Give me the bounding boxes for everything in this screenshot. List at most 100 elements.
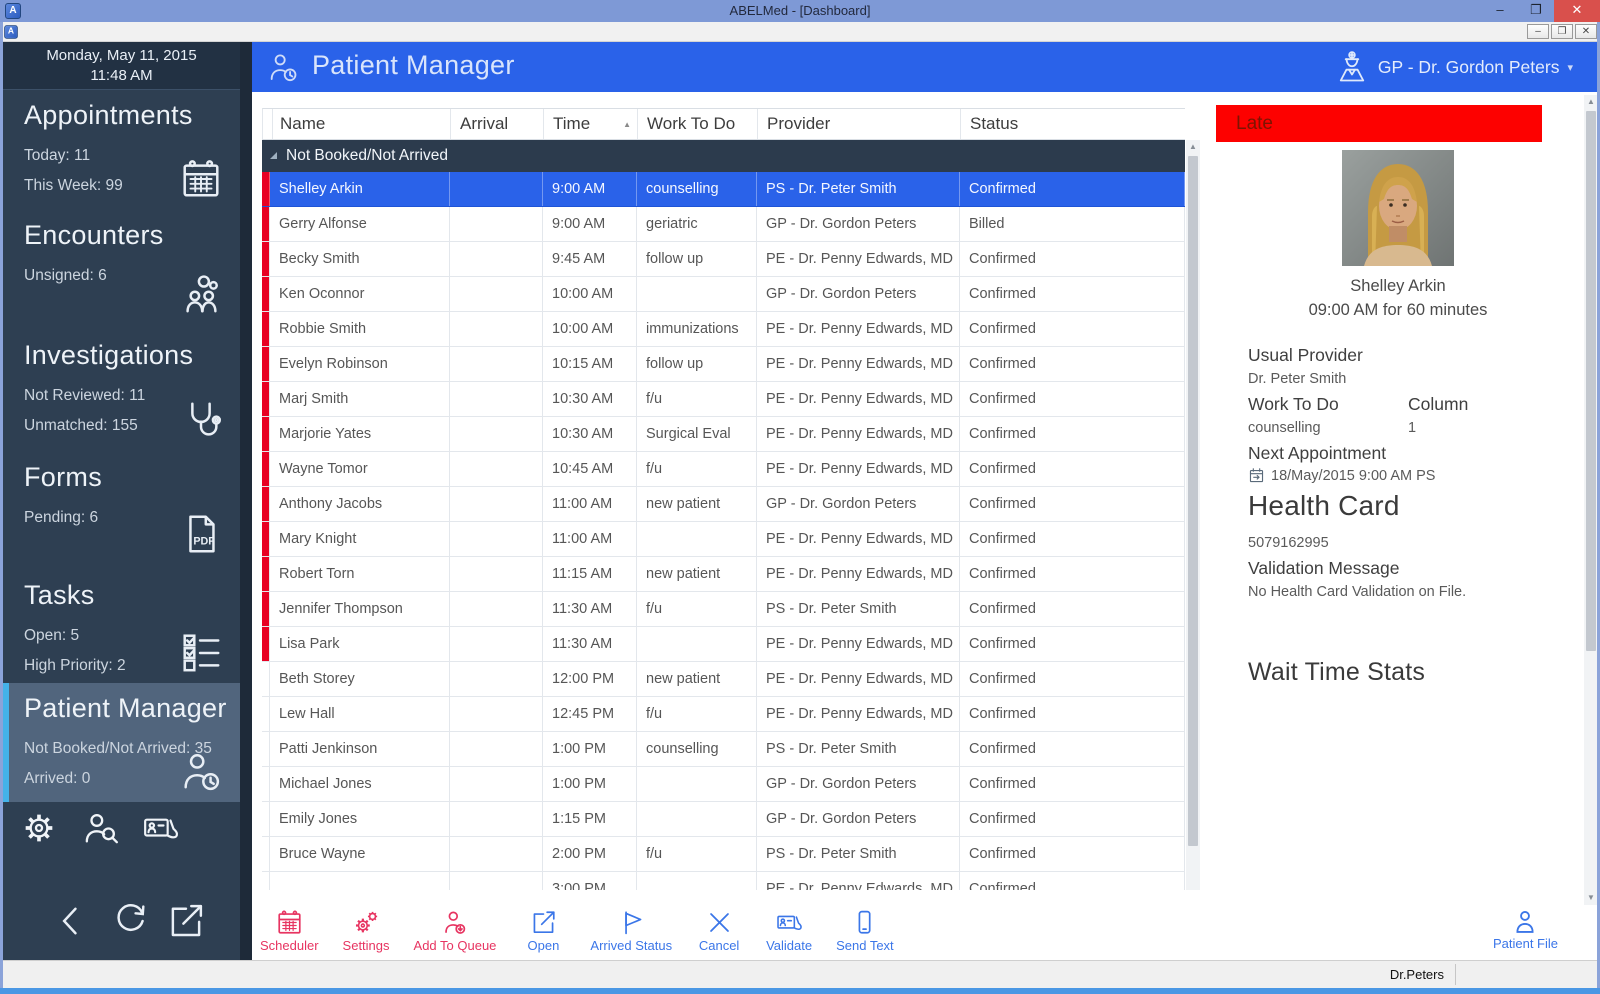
table-row[interactable]: Anthony Jacobs 11:00 AM new patient GP -… xyxy=(262,487,1185,522)
settings-button[interactable]: Settings xyxy=(343,908,390,953)
cell-work: immunizations xyxy=(637,312,757,346)
detail-panel-scrollbar[interactable]: ▲ ▼ xyxy=(1584,95,1598,905)
table-row[interactable]: Michael Jones 1:00 PM GP - Dr. Gordon Pe… xyxy=(262,767,1185,802)
late-marker xyxy=(262,697,270,731)
cell-time: 10:45 AM xyxy=(543,452,637,486)
sidebar-item-appointments[interactable]: Appointments Today: 11 This Week: 99 xyxy=(3,90,240,210)
back-chevron-icon[interactable] xyxy=(51,900,93,942)
arrived-status-button[interactable]: Arrived Status xyxy=(590,908,672,953)
table-row[interactable]: Patti Jenkinson 1:00 PM counselling PS -… xyxy=(262,732,1185,767)
scroll-down-arrow[interactable]: ▼ xyxy=(1587,893,1595,902)
late-marker xyxy=(262,417,270,451)
add-to-queue-button[interactable]: Add To Queue xyxy=(414,908,496,953)
validate-button[interactable]: Validate xyxy=(766,908,812,953)
table-row[interactable]: Robert Torn 11:15 AM new patient PE - Dr… xyxy=(262,557,1185,592)
cell-work xyxy=(637,277,757,311)
checklist-icon xyxy=(178,629,224,675)
cell-time: 9:45 AM xyxy=(543,242,637,276)
cell-provider: GP - Dr. Gordon Peters xyxy=(757,207,960,241)
column-header-name[interactable]: Name xyxy=(271,109,451,139)
table-row[interactable]: Lew Hall 12:45 PM f/u PE - Dr. Penny Edw… xyxy=(262,697,1185,732)
table-row[interactable]: Marj Smith 10:30 AM f/u PE - Dr. Penny E… xyxy=(262,382,1185,417)
late-marker xyxy=(262,277,270,311)
section-stat: Not Reviewed: 11 xyxy=(24,387,146,404)
minimize-button[interactable]: – xyxy=(1496,2,1504,17)
sidebar-item-tasks[interactable]: Tasks Open: 5 High Priority: 2 xyxy=(3,570,240,683)
cell-provider: PE - Dr. Penny Edwards, MD xyxy=(757,697,960,731)
send-text-button[interactable]: Send Text xyxy=(836,908,894,953)
late-status-banner: Late xyxy=(1216,105,1542,142)
cell-status: Confirmed xyxy=(960,382,1185,416)
scrollbar-thumb[interactable] xyxy=(1188,156,1198,846)
provider-selector-label: GP - Dr. Gordon Peters xyxy=(1377,56,1560,77)
cell-arrival xyxy=(450,802,543,836)
scheduler-button[interactable]: Scheduler xyxy=(260,908,319,953)
open-button[interactable]: Open xyxy=(520,908,566,953)
column-header-provider[interactable]: Provider xyxy=(758,109,961,139)
scrollbar-thumb[interactable] xyxy=(1586,111,1596,651)
table-row[interactable]: Wayne Tomor 10:45 AM f/u PE - Dr. Penny … xyxy=(262,452,1185,487)
cell-status: Confirmed xyxy=(960,557,1185,591)
patient-file-button[interactable]: Patient File xyxy=(1493,908,1558,951)
cell-work xyxy=(637,522,757,556)
table-row[interactable]: Lisa Park 11:30 AM PE - Dr. Penny Edward… xyxy=(262,627,1185,662)
cell-time: 10:00 AM xyxy=(543,312,637,346)
cell-name: Lew Hall xyxy=(270,697,450,731)
popout-icon[interactable] xyxy=(165,900,207,942)
cell-arrival xyxy=(450,417,543,451)
cell-work: new patient xyxy=(637,662,757,696)
mdi-close-button[interactable]: ✕ xyxy=(1575,24,1597,39)
table-row[interactable]: Ken Oconnor 10:00 AM GP - Dr. Gordon Pet… xyxy=(262,277,1185,312)
table-row[interactable]: Evelyn Robinson 10:15 AM follow up PE - … xyxy=(262,347,1185,382)
late-marker xyxy=(262,592,270,626)
column-header-time[interactable]: Time ▲ xyxy=(544,109,638,139)
table-row[interactable]: Gerry Alfonse 9:00 AM geriatric GP - Dr.… xyxy=(262,207,1185,242)
cancel-button[interactable]: Cancel xyxy=(696,908,742,953)
table-row[interactable]: Shelley Arkin 9:00 AM counselling PS - D… xyxy=(262,172,1185,207)
table-row[interactable]: Becky Smith 9:45 AM follow up PE - Dr. P… xyxy=(262,242,1185,277)
cell-work xyxy=(637,872,757,890)
scroll-up-arrow[interactable]: ▲ xyxy=(1587,97,1595,106)
cell-work: f/u xyxy=(637,452,757,486)
gear-icon[interactable] xyxy=(19,808,59,848)
cell-status: Confirmed xyxy=(960,662,1185,696)
mdi-minimize-button[interactable]: – xyxy=(1527,24,1549,39)
detail-patient-name: Shelley Arkin xyxy=(1350,277,1446,295)
table-row[interactable]: Mary Knight 11:00 AM PE - Dr. Penny Edwa… xyxy=(262,522,1185,557)
mdi-restore-button[interactable]: ❐ xyxy=(1551,24,1573,39)
provider-selector[interactable]: GP - Dr. Gordon Peters ▾ xyxy=(1334,47,1573,87)
page-header: Patient Manager GP - Dr. Gordon Peters ▾ xyxy=(252,42,1597,92)
table-row[interactable]: Marjorie Yates 10:30 AM Surgical Eval PE… xyxy=(262,417,1185,452)
column-label: Column xyxy=(1408,394,1469,414)
scroll-up-arrow[interactable]: ▲ xyxy=(1189,142,1197,151)
table-row[interactable]: Emily Jones 1:15 PM GP - Dr. Gordon Pete… xyxy=(262,802,1185,837)
sidebar-item-forms[interactable]: Forms Pending: 6 PDF xyxy=(3,452,240,565)
cell-work: Surgical Eval xyxy=(637,417,757,451)
column-header-work[interactable]: Work To Do xyxy=(638,109,758,139)
table-scrollbar[interactable]: ▲ xyxy=(1186,140,1200,890)
cell-provider: PE - Dr. Penny Edwards, MD xyxy=(757,347,960,381)
late-marker xyxy=(262,347,270,381)
person-search-icon[interactable] xyxy=(81,808,121,848)
next-appointment-line: 18/May/2015 9:00 AM PS xyxy=(1248,467,1435,484)
table-row[interactable]: Beth Storey 12:00 PM new patient PE - Dr… xyxy=(262,662,1185,697)
section-title: Encounters xyxy=(24,220,164,250)
cell-provider: PS - Dr. Peter Smith xyxy=(757,837,960,871)
cell-time: 11:00 AM xyxy=(543,522,637,556)
table-row[interactable]: Robbie Smith 10:00 AM immunizations PE -… xyxy=(262,312,1185,347)
cell-name: Lisa Park xyxy=(270,627,450,661)
button-label: Validate xyxy=(766,938,813,953)
table-row[interactable]: Bruce Wayne 2:00 PM f/u PS - Dr. Peter S… xyxy=(262,837,1185,872)
column-header-arrival[interactable]: Arrival xyxy=(451,109,544,139)
group-header[interactable]: Not Booked/Not Arrived xyxy=(262,140,1185,172)
sidebar-item-investigations[interactable]: Investigations Not Reviewed: 11 Unmatche… xyxy=(3,330,240,452)
restore-button[interactable]: ❐ xyxy=(1530,2,1542,17)
close-button[interactable]: ✕ xyxy=(1554,0,1600,22)
table-row[interactable]: Jennifer Thompson 11:30 AM f/u PS - Dr. … xyxy=(262,592,1185,627)
column-header-status[interactable]: Status xyxy=(970,114,1019,133)
sidebar-item-encounters[interactable]: Encounters Unsigned: 6 xyxy=(3,210,240,325)
id-card-icon[interactable] xyxy=(141,808,181,848)
cell-arrival xyxy=(450,242,543,276)
sidebar-item-patient-manager[interactable]: Patient Manager Not Booked/Not Arrived: … xyxy=(3,683,240,802)
refresh-icon[interactable] xyxy=(109,900,151,942)
